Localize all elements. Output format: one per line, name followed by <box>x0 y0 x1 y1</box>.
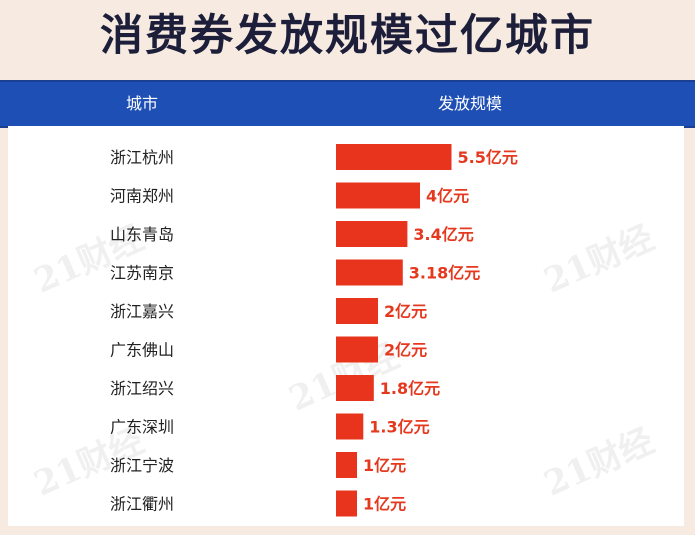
data-label: 1.8亿元 <box>380 379 440 398</box>
category-label: 浙江嘉兴 <box>110 302 174 321</box>
data-label: 5.5亿元 <box>458 148 518 167</box>
chart-title: 消费券发放规模过亿城市 <box>100 11 595 61</box>
data-label: 3.4亿元 <box>413 225 473 244</box>
header-scale: 发放规模 <box>437 94 502 113</box>
bar <box>336 144 452 170</box>
data-label: 2亿元 <box>384 302 427 321</box>
bar <box>336 221 408 247</box>
data-label: 1亿元 <box>363 456 406 475</box>
bar <box>336 336 378 363</box>
category-label: 河南郑州 <box>110 187 174 206</box>
bar <box>336 452 357 478</box>
category-label: 广东深圳 <box>110 418 174 437</box>
header-city: 城市 <box>125 94 158 113</box>
bar <box>336 298 378 324</box>
bar <box>336 413 364 440</box>
data-label: 3.18亿元 <box>409 264 480 283</box>
data-label: 2亿元 <box>384 341 427 360</box>
category-label: 浙江绍兴 <box>110 379 174 398</box>
data-label: 4亿元 <box>426 187 469 206</box>
category-label: 浙江衢州 <box>110 495 174 514</box>
category-label: 浙江杭州 <box>110 148 174 167</box>
category-label: 山东青岛 <box>110 225 174 244</box>
bar <box>336 375 374 401</box>
category-label: 浙江宁波 <box>110 456 174 475</box>
bar <box>336 259 403 286</box>
data-label: 1.3亿元 <box>369 418 429 437</box>
bar <box>336 490 357 517</box>
bar <box>336 182 420 209</box>
table-header: 城市 发放规模 <box>0 80 695 128</box>
category-label: 广东佛山 <box>110 341 174 360</box>
data-label: 1亿元 <box>363 495 406 514</box>
category-label: 江苏南京 <box>110 264 174 283</box>
